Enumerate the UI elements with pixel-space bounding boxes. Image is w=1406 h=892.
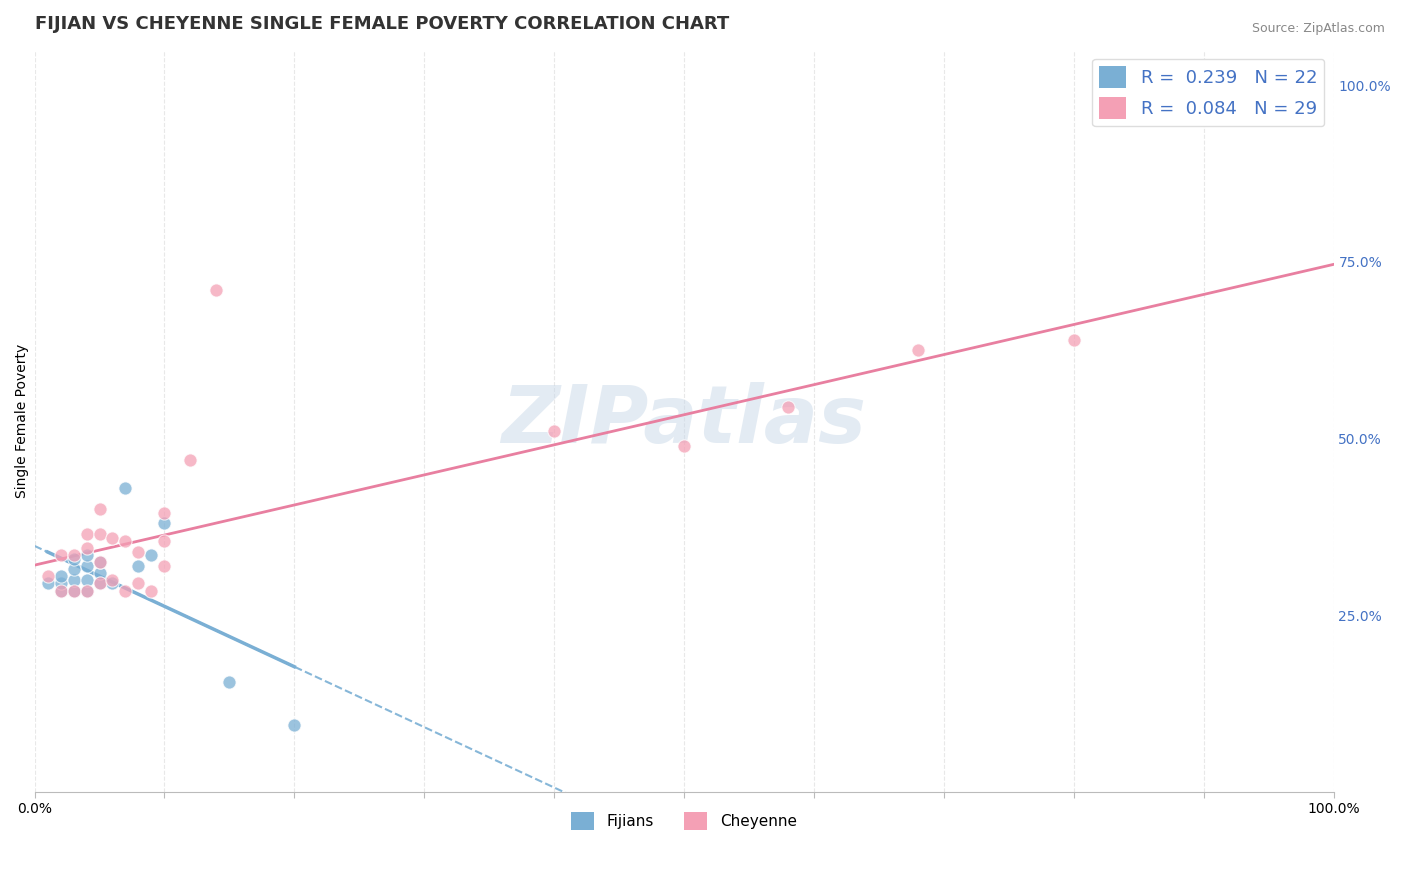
Point [37, 569, 59, 583]
Point [89, 527, 111, 541]
Point [127, 576, 149, 591]
Point [153, 534, 176, 549]
Point [218, 675, 240, 690]
Text: FIJIAN VS CHEYENNE SINGLE FEMALE POVERTY CORRELATION CHART: FIJIAN VS CHEYENNE SINGLE FEMALE POVERTY… [35, 15, 728, 33]
Text: ZIPatlas: ZIPatlas [502, 382, 866, 460]
Point [543, 425, 565, 439]
Point [101, 531, 124, 545]
Point [76, 548, 98, 562]
Point [76, 583, 98, 598]
Point [62, 548, 84, 562]
Point [49, 576, 72, 591]
Point [101, 573, 124, 587]
Point [37, 576, 59, 591]
Text: Source: ZipAtlas.com: Source: ZipAtlas.com [1251, 22, 1385, 36]
Point [907, 343, 929, 358]
Point [89, 576, 111, 591]
Point [76, 573, 98, 587]
Y-axis label: Single Female Poverty: Single Female Poverty [15, 343, 30, 498]
Point [62, 551, 84, 566]
Point [1063, 333, 1085, 347]
Point [49, 583, 72, 598]
Point [62, 562, 84, 576]
Point [114, 481, 136, 495]
Point [153, 516, 176, 531]
Point [101, 576, 124, 591]
Point [89, 555, 111, 569]
Legend: Fijians, Cheyenne: Fijians, Cheyenne [565, 805, 803, 837]
Point [89, 502, 111, 516]
Point [776, 400, 799, 414]
Point [153, 558, 176, 573]
Point [49, 569, 72, 583]
Point [49, 548, 72, 562]
Point [673, 439, 696, 453]
Point [76, 541, 98, 555]
Point [141, 583, 163, 598]
Point [153, 506, 176, 520]
Point [205, 283, 228, 297]
Point [76, 527, 98, 541]
Point [62, 573, 84, 587]
Point [127, 544, 149, 558]
Point [89, 555, 111, 569]
Point [62, 583, 84, 598]
Point [89, 566, 111, 580]
Point [62, 583, 84, 598]
Point [141, 548, 163, 562]
Point [49, 583, 72, 598]
Point [114, 534, 136, 549]
Point [179, 452, 201, 467]
Point [76, 583, 98, 598]
Point [76, 558, 98, 573]
Point [127, 558, 149, 573]
Point [114, 583, 136, 598]
Point [283, 718, 305, 732]
Point [89, 576, 111, 591]
